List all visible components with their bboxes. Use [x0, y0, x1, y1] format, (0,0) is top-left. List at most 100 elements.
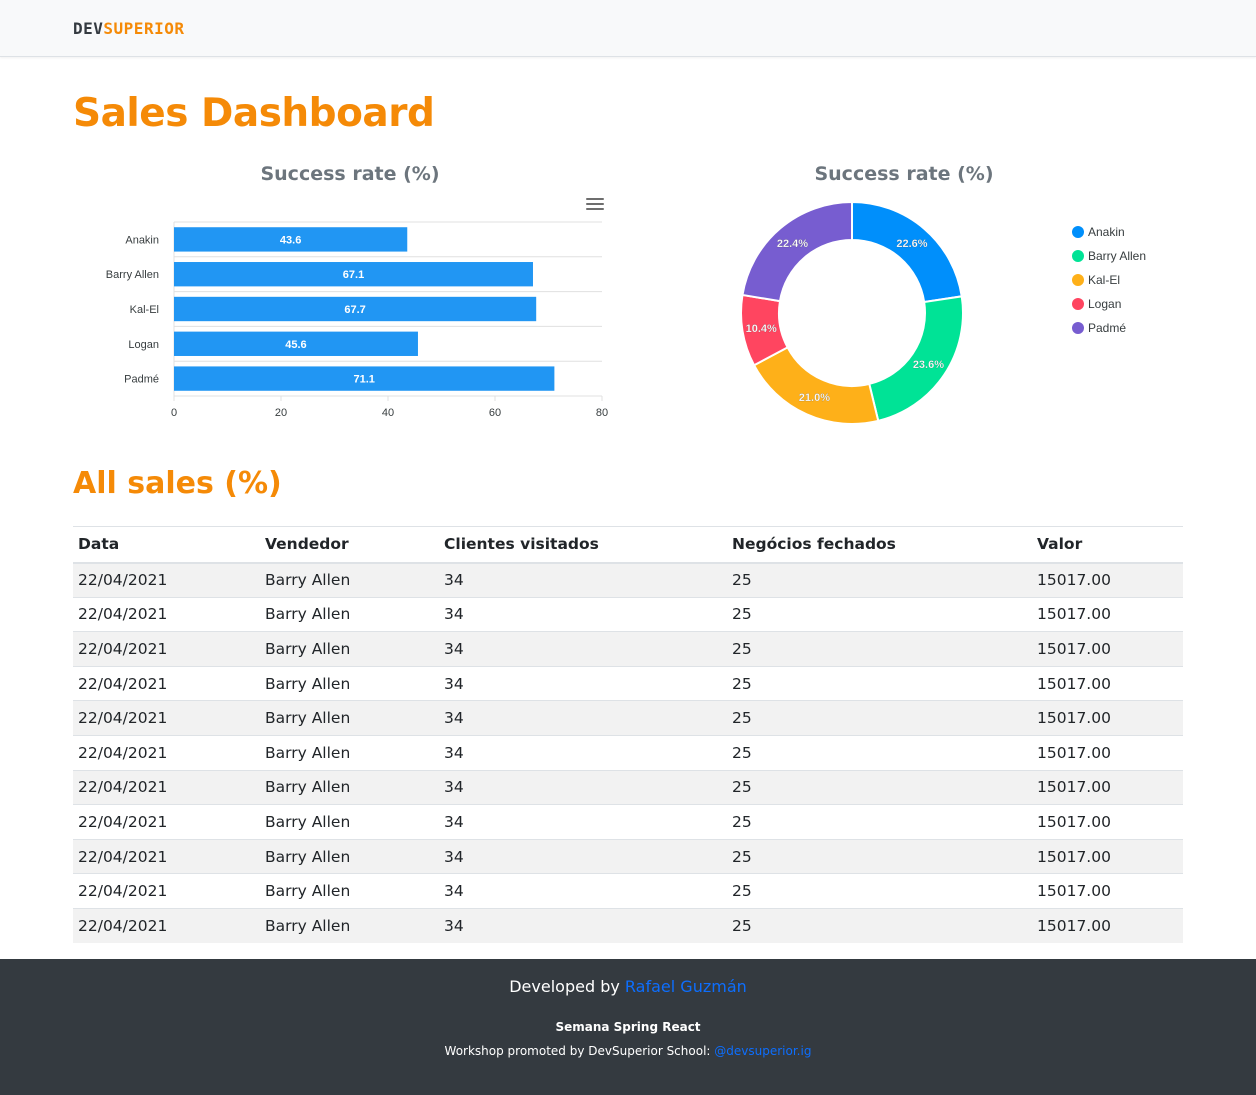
cell-data: 22/04/2021	[73, 769, 260, 805]
cell-clientes: 34	[439, 804, 727, 840]
cell-clientes: 34	[439, 562, 727, 598]
cell-negocios: 25	[727, 562, 1032, 598]
page-title: Sales Dashboard	[73, 91, 435, 136]
cell-clientes: 34	[439, 873, 727, 909]
table-row: 22/04/2021 Barry Allen 34 25 15017.00	[73, 631, 1183, 667]
bar-kal-el	[174, 296, 537, 322]
legend-item[interactable]: Padmé	[1072, 316, 1146, 340]
bar-data-label: 71.1	[353, 374, 374, 386]
donut-chart: 22.6% 23.6% 21.0% 10.4% 22.4%	[740, 200, 964, 425]
donut-legend: Anakin Barry Allen Kal-El Logan Padmé	[1072, 220, 1146, 340]
donut-chart-title: Success rate (%)	[814, 163, 994, 185]
legend-item[interactable]: Barry Allen	[1072, 244, 1146, 268]
header-clientes-visitados: Clientes visitados	[439, 526, 727, 564]
footer-workshop: Workshop promoted by DevSuperior School:…	[0, 1043, 1256, 1059]
brand-logo[interactable]: DEVSUPERIOR	[73, 19, 184, 39]
cell-negocios: 25	[727, 769, 1032, 805]
donut-data-label: 22.6%	[896, 238, 927, 250]
bar-category-label: Logan	[128, 339, 159, 351]
bar-category-label: Anakin	[125, 234, 159, 246]
header-valor: Valor	[1032, 526, 1183, 564]
cell-valor: 15017.00	[1032, 873, 1183, 909]
cell-vendedor: Barry Allen	[260, 700, 439, 736]
legend-item[interactable]: Anakin	[1072, 220, 1146, 244]
footer-developed-by-label: Developed by	[509, 977, 620, 996]
cell-vendedor: Barry Allen	[260, 907, 439, 944]
bar-category-label: Padmé	[124, 374, 159, 386]
table-row: 22/04/2021 Barry Allen 34 25 15017.00	[73, 665, 1183, 701]
bar-padm-	[174, 366, 555, 391]
bar-x-tick-label: 0	[171, 407, 177, 419]
cell-data: 22/04/2021	[73, 562, 260, 598]
donut-slice-anakin	[851, 200, 963, 304]
cell-valor: 15017.00	[1032, 838, 1183, 874]
legend-item[interactable]: Logan	[1072, 292, 1146, 316]
sales-table-container: Data Vendedor Clientes visitados Negócio…	[73, 526, 1183, 944]
footer-instagram-link[interactable]: @devsuperior.ig	[714, 1044, 812, 1058]
footer-author-link[interactable]: Rafael Guzmán	[624, 977, 747, 996]
cell-valor: 15017.00	[1032, 631, 1183, 667]
cell-vendedor: Barry Allen	[260, 631, 439, 667]
cell-valor: 15017.00	[1032, 562, 1183, 598]
cell-clientes: 34	[439, 665, 727, 701]
bar-data-label: 67.1	[343, 269, 364, 281]
header-data: Data	[73, 526, 260, 564]
cell-valor: 15017.00	[1032, 907, 1183, 944]
cell-valor: 15017.00	[1032, 769, 1183, 805]
cell-vendedor: Barry Allen	[260, 838, 439, 874]
cell-negocios: 25	[727, 700, 1032, 736]
cell-data: 22/04/2021	[73, 700, 260, 736]
cell-negocios: 25	[727, 873, 1032, 909]
footer-developed-by: Developed by Rafael Guzmán	[0, 976, 1256, 998]
legend-marker-icon	[1072, 322, 1084, 334]
cell-negocios: 25	[727, 734, 1032, 771]
bar-x-tick-label: 60	[489, 407, 501, 419]
brand-logo-superior: SUPERIOR	[103, 19, 185, 38]
donut-slice-kal-el	[752, 346, 880, 425]
header-vendedor: Vendedor	[260, 526, 439, 564]
navbar: DEVSUPERIOR	[0, 0, 1256, 57]
bar-logan	[174, 331, 418, 356]
cell-valor: 15017.00	[1032, 804, 1183, 840]
cell-valor: 15017.00	[1032, 700, 1183, 736]
table-row: 22/04/2021 Barry Allen 34 25 15017.00	[73, 700, 1183, 736]
cell-data: 22/04/2021	[73, 631, 260, 667]
header-negocios-fechados: Negócios fechados	[727, 526, 1032, 564]
table-row: 22/04/2021 Barry Allen 34 25 15017.00	[73, 769, 1183, 805]
sales-table: Data Vendedor Clientes visitados Negócio…	[73, 526, 1183, 944]
bar-data-label: 67.7	[344, 304, 365, 316]
bar-data-label: 43.6	[280, 234, 301, 246]
legend-item[interactable]: Kal-El	[1072, 268, 1146, 292]
legend-label: Padmé	[1088, 321, 1127, 335]
cell-data: 22/04/2021	[73, 734, 260, 771]
table-row: 22/04/2021 Barry Allen 34 25 15017.00	[73, 596, 1183, 632]
legend-marker-icon	[1072, 250, 1084, 262]
brand-logo-dev: DEV	[73, 19, 104, 38]
hamburger-menu-icon[interactable]	[586, 198, 604, 214]
table-row: 22/04/2021 Barry Allen 34 25 15017.00	[73, 838, 1183, 874]
footer-event-name: Semana Spring React	[555, 1020, 701, 1034]
cell-negocios: 25	[727, 804, 1032, 840]
footer-workshop-label: Workshop promoted by DevSuperior School:	[444, 1044, 711, 1058]
cell-clientes: 34	[439, 631, 727, 667]
cell-vendedor: Barry Allen	[260, 562, 439, 598]
legend-label: Barry Allen	[1088, 249, 1147, 263]
table-row: 22/04/2021 Barry Allen 34 25 15017.00	[73, 907, 1183, 944]
cell-clientes: 34	[439, 907, 727, 944]
legend-label: Logan	[1088, 297, 1122, 311]
legend-marker-icon	[1072, 226, 1084, 238]
bar-anakin	[174, 227, 408, 252]
cell-data: 22/04/2021	[73, 596, 260, 632]
cell-vendedor: Barry Allen	[260, 665, 439, 701]
bar-x-tick-label: 40	[382, 407, 394, 419]
footer: Developed by Rafael Guzmán Semana Spring…	[0, 959, 1256, 1095]
cell-clientes: 34	[439, 838, 727, 874]
bar-barry-allen	[174, 262, 533, 287]
cell-data: 22/04/2021	[73, 907, 260, 944]
bar-chart-title: Success rate (%)	[260, 163, 440, 185]
cell-clientes: 34	[439, 769, 727, 805]
cell-negocios: 25	[727, 631, 1032, 667]
cell-data: 22/04/2021	[73, 838, 260, 874]
donut-data-label: 22.4%	[777, 238, 808, 250]
table-row: 22/04/2021 Barry Allen 34 25 15017.00	[73, 873, 1183, 909]
